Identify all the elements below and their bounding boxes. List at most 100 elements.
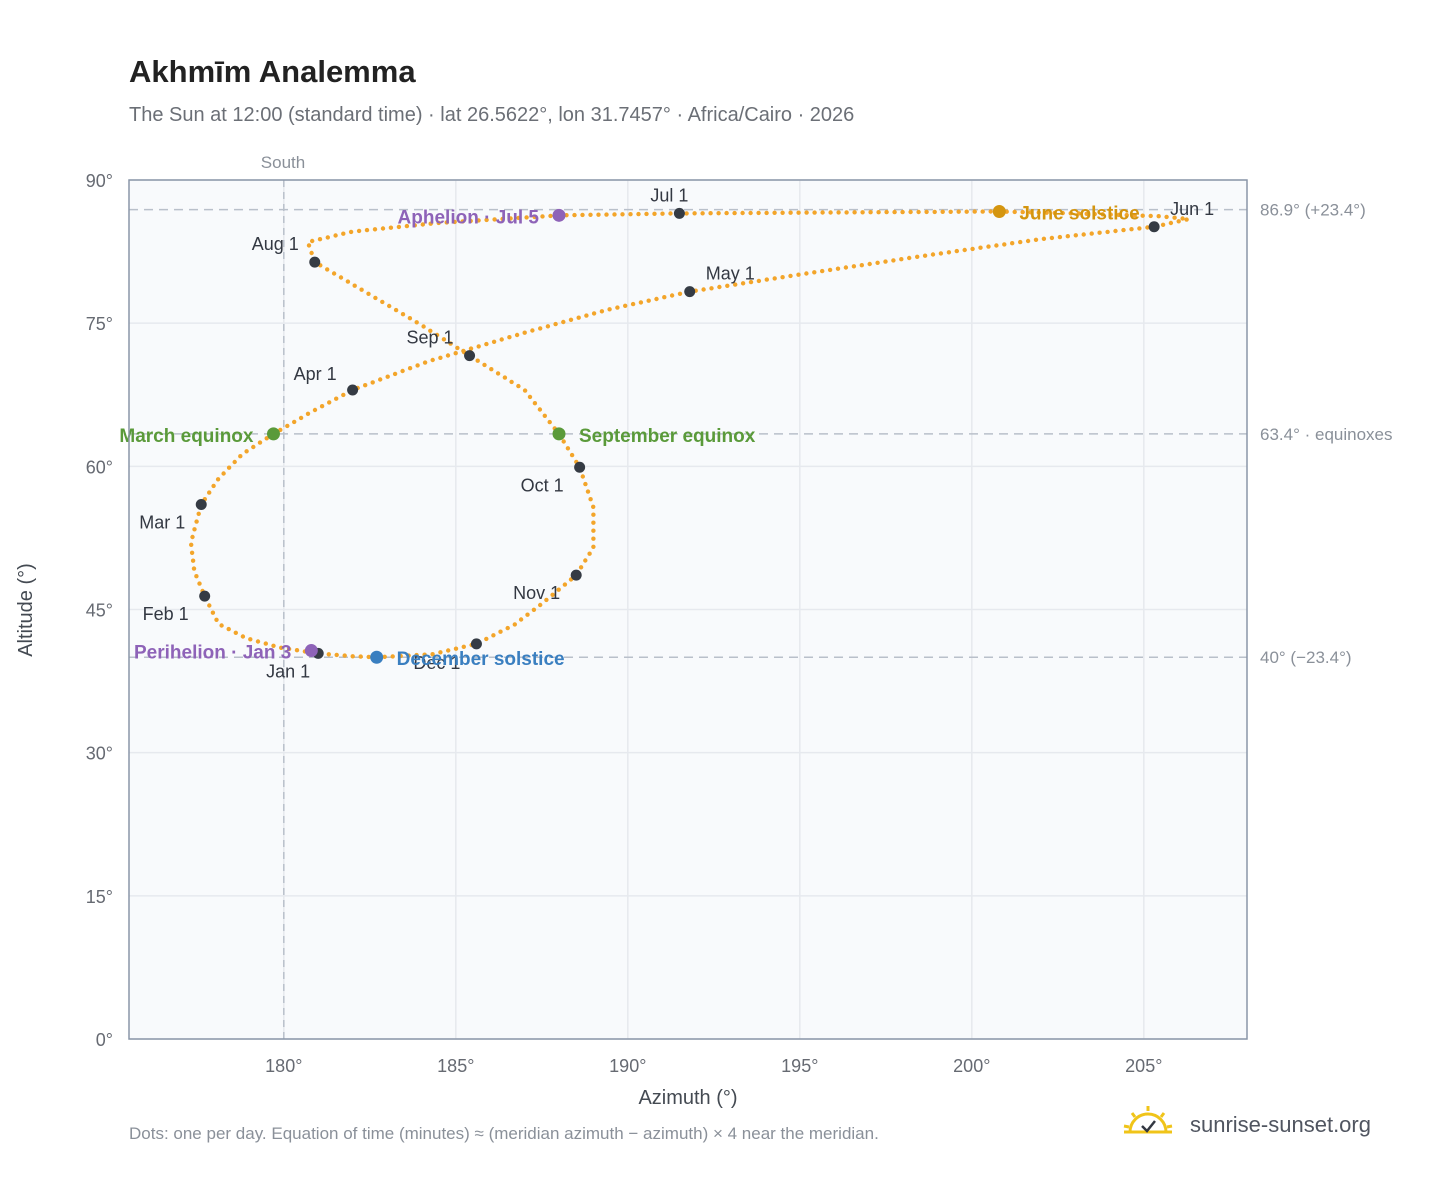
daily-dot: [298, 415, 304, 421]
daily-dot: [638, 300, 644, 305]
daily-dot: [922, 253, 928, 258]
daily-dot: [414, 320, 419, 325]
month-label: Feb 1: [143, 604, 189, 624]
daily-dot: [373, 295, 378, 301]
daily-dot: [954, 248, 959, 254]
daily-dot: [615, 305, 620, 310]
footnote: Dots: one per day. Equation of time (min…: [129, 1124, 879, 1143]
daily-dot: [455, 345, 460, 351]
daily-dot: [285, 423, 290, 429]
daily-dot: [591, 520, 596, 525]
daily-dot: [452, 219, 457, 225]
daily-dot: [709, 286, 714, 291]
daily-dot: [415, 363, 420, 368]
daily-dot: [334, 652, 339, 658]
daily-dot: [484, 341, 489, 347]
daily-dot: [1025, 238, 1031, 244]
daily-dot: [468, 346, 474, 351]
daily-dot: [1116, 212, 1121, 218]
daily-dot: [489, 367, 494, 372]
daily-dot: [700, 211, 705, 216]
daily-dot: [591, 311, 597, 316]
daily-dot: [372, 227, 378, 232]
daily-dot: [398, 653, 403, 659]
daily-dot: [1068, 211, 1073, 216]
daily-dot: [221, 471, 226, 476]
daily-dot: [908, 209, 913, 215]
daily-dot: [1124, 212, 1129, 218]
reference-line-label: 63.4° · equinoxes: [1260, 425, 1393, 444]
y-tick-label: 75°: [86, 314, 113, 334]
axis-ticks: 180° 185° 190° 195° 200° 205° 0° 15° 30° 45° 60° 75…: [86, 171, 1163, 1076]
daily-dot: [828, 210, 833, 215]
daily-dot: [279, 645, 284, 650]
event-label: March equinox: [119, 426, 254, 447]
daily-dot: [345, 279, 351, 284]
daily-dot: [516, 383, 521, 389]
daily-dot: [1137, 226, 1142, 231]
daily-dot: [851, 264, 857, 269]
daily-dot: [591, 536, 596, 541]
daily-dot: [226, 626, 231, 632]
daily-dot: [194, 574, 199, 579]
daily-dot: [309, 250, 314, 256]
daily-dot: [836, 210, 841, 215]
daily-dot: [445, 353, 451, 358]
daily-dot: [732, 210, 737, 216]
daily-dot: [428, 328, 433, 333]
daily-dot: [932, 209, 937, 215]
daily-dot: [820, 210, 825, 215]
daily-dot: [509, 379, 514, 385]
daily-dot: [538, 602, 543, 608]
daily-dot: [827, 267, 833, 273]
daily-dot: [334, 396, 339, 401]
daily-dot: [263, 641, 268, 646]
daily-dot: [748, 210, 753, 216]
daily-dot: [453, 351, 458, 356]
daily-dot: [406, 653, 411, 658]
daily-dot: [522, 388, 528, 393]
daily-dot: [542, 413, 547, 418]
daily-dot: [1089, 231, 1094, 236]
daily-dot: [1052, 210, 1057, 216]
daily-dot: [1076, 211, 1081, 216]
daily-dot: [441, 337, 447, 342]
reference-line-label: 40° (−23.4°): [1260, 648, 1352, 667]
daily-dot: [812, 210, 817, 215]
daily-dot: [257, 440, 263, 445]
daily-dot: [338, 275, 344, 280]
daily-dot: [620, 212, 625, 217]
daily-dot: [607, 307, 612, 312]
daily-dot: [1036, 210, 1041, 215]
month-marker: [574, 461, 586, 473]
daily-dot: [502, 375, 508, 380]
daily-dot: [717, 284, 722, 290]
daily-dot: [438, 355, 443, 360]
month-marker: [195, 499, 207, 511]
brand-logo[interactable]: sunrise-sunset.org: [1120, 1102, 1390, 1146]
month-label: Oct 1: [521, 475, 564, 495]
daily-dot: [623, 303, 628, 308]
x-tick-label: 185°: [437, 1056, 474, 1076]
daily-dot: [596, 212, 601, 217]
daily-dot: [207, 603, 212, 608]
daily-dot: [652, 211, 657, 216]
daily-dot: [938, 251, 944, 256]
event-marker: [304, 644, 318, 658]
daily-dot: [507, 335, 512, 340]
daily-dot: [248, 637, 253, 642]
month-marker: [570, 569, 582, 581]
daily-dot: [756, 278, 762, 284]
daily-dot: [677, 291, 683, 296]
daily-dot: [292, 419, 297, 425]
daily-dot: [382, 654, 387, 659]
daily-dot: [630, 301, 636, 307]
daily-dot: [545, 324, 551, 329]
daily-dot: [233, 630, 238, 635]
daily-dot: [498, 629, 503, 634]
daily-dot: [476, 344, 481, 349]
event-marker: [552, 427, 566, 441]
daily-dot: [396, 224, 402, 230]
daily-dot: [390, 654, 395, 659]
daily-dot: [438, 650, 443, 655]
